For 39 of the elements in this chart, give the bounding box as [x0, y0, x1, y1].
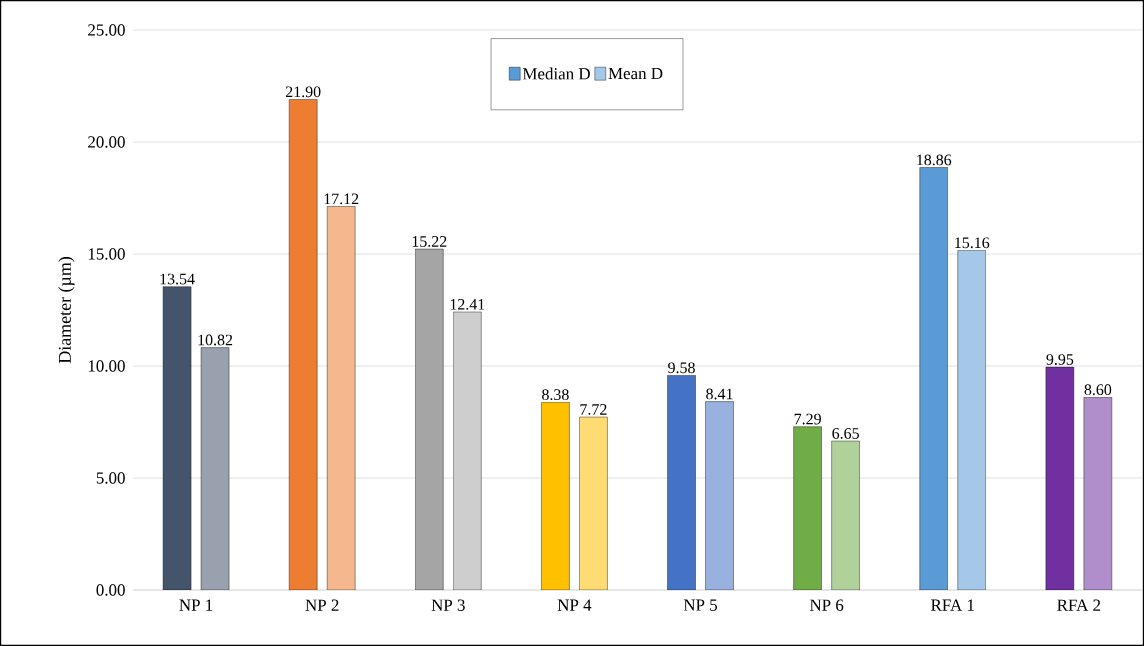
data-label: 12.41 — [450, 299, 485, 310]
y-axis-title: Diameter (µm) — [58, 257, 75, 364]
bar — [667, 375, 696, 590]
y-tick-label: 15.00 — [88, 248, 125, 260]
data-label: 10.82 — [198, 334, 233, 346]
bar — [541, 402, 570, 590]
data-label: 6.65 — [832, 428, 859, 439]
data-label: 17.12 — [324, 193, 359, 205]
bar — [705, 401, 734, 590]
data-label: 7.29 — [794, 413, 821, 425]
x-tick-label: RFA 1 — [931, 599, 974, 611]
x-tick-label: RFA 2 — [1057, 599, 1101, 611]
data-label: 15.16 — [955, 237, 990, 249]
data-label: 8.41 — [706, 388, 733, 400]
y-tick-label: 0.00 — [96, 584, 125, 596]
y-tick-label: 20.00 — [88, 136, 125, 148]
data-label: 18.86 — [917, 154, 952, 166]
x-tick-label: NP 5 — [683, 599, 718, 611]
x-tick-label: NP 3 — [431, 599, 465, 611]
data-label: 8.60 — [1084, 384, 1112, 396]
y-tick-label: 10.00 — [88, 360, 125, 372]
x-tick-label: NP 1 — [179, 599, 213, 611]
data-label: 15.22 — [412, 236, 447, 247]
x-tick-label: NP 2 — [305, 599, 339, 611]
data-label: 7.72 — [580, 404, 607, 415]
data-label: 21.90 — [285, 86, 321, 98]
data-label: 9.95 — [1046, 354, 1074, 365]
x-tick-label: NP 6 — [809, 599, 844, 611]
legend-label: Median D — [522, 67, 590, 80]
data-label: 8.38 — [542, 389, 569, 401]
legend-label: Mean D — [608, 67, 663, 80]
data-label: 9.58 — [668, 362, 695, 374]
bar — [957, 250, 986, 590]
x-tick-label: NP 4 — [557, 599, 592, 611]
bar — [919, 167, 948, 590]
data-label: 13.54 — [160, 273, 195, 285]
y-tick-label: 25.00 — [88, 24, 125, 36]
bar — [793, 426, 822, 590]
y-tick-label: 5.00 — [96, 472, 125, 484]
